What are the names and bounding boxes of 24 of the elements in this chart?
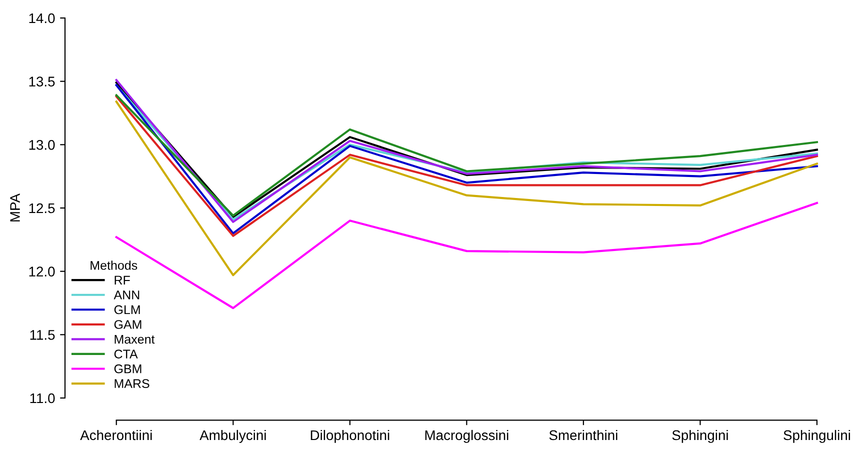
legend-label: ANN <box>114 290 140 300</box>
legend-label: GBM <box>114 364 142 374</box>
y-tick-label: 12.5 <box>29 203 55 214</box>
y-tick-label: 11.0 <box>30 393 55 404</box>
y-tick-label: 14.0 <box>29 13 55 24</box>
legend-label: RF <box>114 276 130 284</box>
y-tick-label: 12.0 <box>29 266 55 277</box>
x-tick-label: Dilophonotini <box>310 430 390 443</box>
y-tick-label: 13.0 <box>29 140 55 150</box>
y-tick-label: 11.5 <box>30 330 55 340</box>
legend-label: GAM <box>114 320 142 329</box>
x-tick-label: Ambulycini <box>200 430 266 443</box>
y-axis-title: MPA <box>10 193 20 222</box>
x-tick-label: Macroglossini <box>425 430 508 443</box>
x-tick-label: Sphingulini <box>784 430 850 443</box>
x-tick-label: Sphingini <box>672 430 728 443</box>
legend-label: MARS <box>114 379 150 388</box>
legend-title: Methods <box>90 260 138 270</box>
x-tick-label: Acherontiini <box>80 430 152 440</box>
legend-label: CTA <box>114 350 138 358</box>
legend-label: GLM <box>114 305 140 314</box>
y-tick-label: 13.5 <box>29 76 55 87</box>
x-tick-label: Smerinthini <box>549 430 618 440</box>
legend-label: Maxent <box>114 334 155 344</box>
